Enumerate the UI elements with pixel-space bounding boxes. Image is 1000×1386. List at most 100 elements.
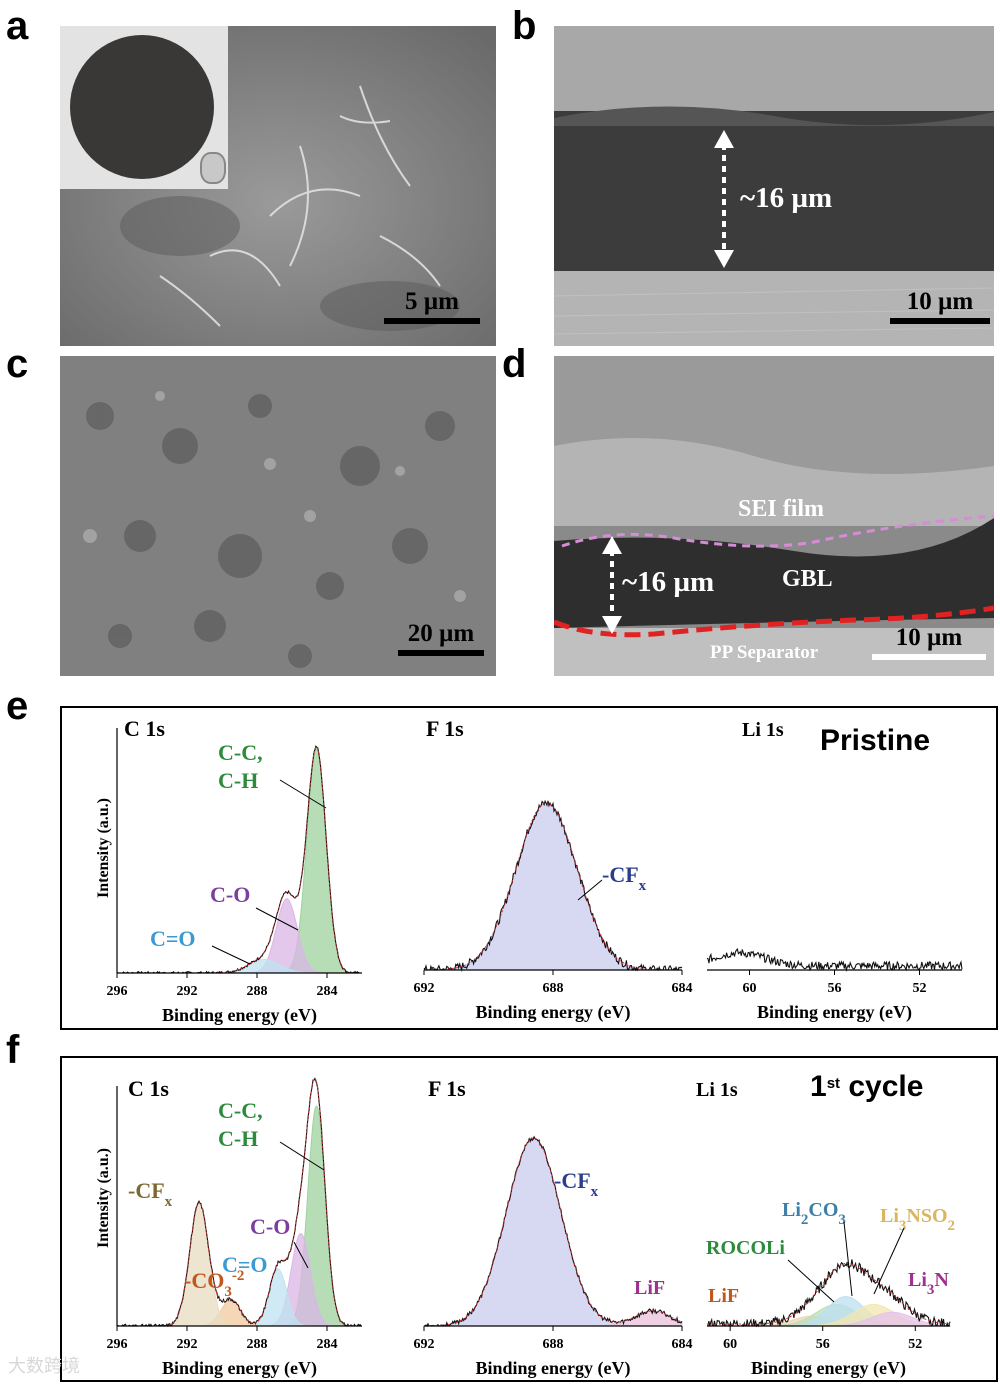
- gbl-label: GBL: [782, 566, 833, 592]
- label-ch-f: C-H: [218, 1126, 258, 1151]
- label-ch: C-H: [218, 768, 258, 793]
- raw-spectrum: [116, 745, 362, 974]
- watermark: 大数跨境: [8, 1356, 80, 1377]
- x-tick-label: 692: [414, 981, 435, 996]
- x-axis-title: Binding energy (eV): [162, 1005, 317, 1026]
- x-tick-label: 284: [317, 984, 338, 999]
- scale-bar-d: 10 µm: [872, 624, 986, 660]
- x-tick-label: 60: [743, 981, 757, 996]
- scale-bar-c: 20 µm: [398, 620, 484, 656]
- xps-panel-f: 296 292 288 284 Binding energy (eV) Intensity…: [60, 1056, 998, 1382]
- label-li3nso2: Li3NSO2: [880, 1205, 955, 1234]
- x-tick-label: 292: [177, 1337, 198, 1352]
- sem-image-a: 5 µm: [60, 26, 496, 346]
- x-tick-label: 52: [913, 981, 927, 996]
- leader-c-eq-o: [211, 945, 251, 965]
- x-tick-label: 684: [672, 981, 693, 996]
- label-lif-li1s: LiF: [708, 1285, 739, 1307]
- c1s-title-f: C 1s: [128, 1076, 169, 1101]
- xps-panel-e: 296 292 288 284 Binding energy (eV) Intensity…: [60, 706, 998, 1030]
- f1s-title: F 1s: [426, 716, 464, 741]
- sei-film-label: SEI film: [738, 496, 825, 522]
- label-rocoli: ROCOLi: [706, 1237, 785, 1259]
- xps-plot-f-f1s: 692 688 684 Binding energy (eV): [414, 1135, 693, 1379]
- thickness-label-d: ~16 µm: [622, 566, 715, 598]
- x-axis-title: Binding energy (eV): [757, 1002, 912, 1023]
- x-tick-label: 292: [177, 984, 198, 999]
- scale-bar-a: 5 µm: [384, 288, 480, 324]
- panel-c-letter: c: [6, 342, 29, 386]
- fit-envelope: [707, 1262, 950, 1325]
- x-tick-label: 296: [107, 984, 128, 999]
- f1s-title-f: F 1s: [428, 1076, 466, 1101]
- x-axis-title: Binding energy (eV): [751, 1358, 906, 1379]
- panel-e-letter: e: [6, 684, 29, 728]
- y-axis-title: Intensity (a.u.): [95, 798, 112, 898]
- leader-cc-f: [279, 1141, 325, 1171]
- x-axis-title: Binding energy (eV): [476, 1002, 631, 1023]
- scale-label-a: 5 µm: [405, 288, 459, 315]
- leader-li2co3: [843, 1221, 853, 1297]
- label-co-f: C-O: [250, 1214, 290, 1239]
- x-tick-label: 56: [816, 1337, 830, 1352]
- label-co: C-O: [210, 882, 250, 907]
- panel-a-letter: a: [6, 4, 29, 48]
- label-cfx: -CFx: [602, 862, 647, 894]
- sem-image-d: SEI film GBL ~16 µm PP Separator 10 µm: [554, 356, 994, 676]
- scale-label-b: 10 µm: [906, 288, 974, 315]
- sem-image-c: 20 µm: [60, 356, 496, 676]
- x-axis-title: Binding energy (eV): [162, 1358, 317, 1379]
- raw-spectrum: [706, 948, 963, 972]
- c1s-title: C 1s: [124, 716, 165, 741]
- scale-line-d: [872, 654, 986, 660]
- label-cfx-f: -CFx: [128, 1178, 173, 1210]
- x-tick-label: 56: [828, 981, 842, 996]
- label-co3-f: -CO3-2: [184, 1268, 244, 1300]
- scale-line-a: [384, 318, 480, 324]
- x-tick-label: 692: [414, 1337, 435, 1352]
- raw-spectrum: [707, 1259, 951, 1328]
- sample-photo-inset: [60, 26, 228, 189]
- x-tick-label: 688: [543, 1337, 564, 1352]
- electrode-disc: [70, 35, 214, 179]
- raw-spectrum: [423, 799, 683, 972]
- panel-f-letter: f: [6, 1028, 20, 1072]
- label-li3n: Li3N: [908, 1269, 949, 1298]
- scale-line-b: [890, 318, 990, 324]
- leader-co-f: [293, 1241, 309, 1269]
- x-tick-label: 52: [908, 1337, 922, 1352]
- x-tick-label: 288: [247, 984, 268, 999]
- tweezers-tip: [200, 152, 226, 184]
- y-axis-title-f: Intensity (a.u.): [95, 1148, 112, 1248]
- leader-rocoli: [787, 1259, 835, 1303]
- x-tick-label: 60: [723, 1337, 737, 1352]
- label-f-cfx: -CFx: [554, 1168, 599, 1200]
- leader-co: [255, 907, 299, 931]
- label-cc: C-C,: [218, 740, 263, 765]
- label-li2co3: Li2CO3: [782, 1199, 846, 1228]
- x-tick-label: 288: [247, 1337, 268, 1352]
- li1s-title-f: Li 1s: [696, 1079, 738, 1101]
- condition-1st-cycle: 1st cycle: [810, 1070, 923, 1103]
- label-c-eq-o-f: C=O: [222, 1252, 268, 1277]
- pp-separator-label: PP Separator: [710, 642, 819, 663]
- thickness-label-b: ~16 µm: [740, 182, 833, 214]
- scale-bar-b: 10 µm: [890, 288, 990, 324]
- scale-label-c: 20 µm: [407, 620, 475, 647]
- leader-cc: [279, 779, 327, 809]
- panel-b-letter: b: [512, 4, 537, 48]
- label-cc-f: C-C,: [218, 1098, 263, 1123]
- fit-envelope: [424, 1137, 683, 1327]
- label-lif-f1s: LiF: [634, 1277, 665, 1299]
- leader-cfx: [577, 879, 603, 901]
- panel-d-letter: d: [502, 342, 527, 386]
- li1s-title: Li 1s: [742, 719, 784, 741]
- x-tick-label: 684: [672, 1337, 693, 1352]
- scale-label-d: 10 µm: [895, 624, 963, 651]
